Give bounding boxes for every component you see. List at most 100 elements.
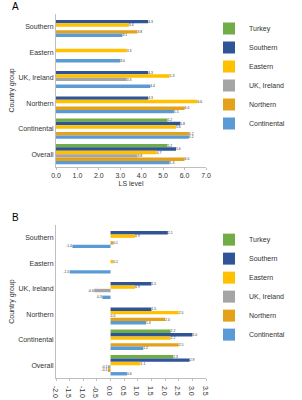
svg-text:1.3: 1.3	[146, 321, 151, 325]
svg-text:2.0: 2.0	[161, 386, 168, 396]
svg-text:0.5: 0.5	[120, 386, 127, 396]
svg-text:1.5: 1.5	[147, 386, 154, 396]
svg-text:5.3: 5.3	[170, 74, 175, 78]
svg-text:1.2: 1.2	[143, 346, 148, 350]
svg-text:6.0: 6.0	[180, 172, 190, 179]
svg-text:5.0: 5.0	[158, 172, 168, 179]
svg-text:0.1: 0.1	[113, 241, 118, 245]
svg-text:-2.0: -2.0	[52, 386, 59, 398]
svg-text:0.1: 0.1	[113, 260, 118, 264]
svg-text:Turkey: Turkey	[249, 236, 271, 244]
svg-text:Southern: Southern	[25, 234, 54, 241]
svg-text:Eastern: Eastern	[29, 260, 53, 267]
svg-text:5.2: 5.2	[167, 118, 172, 122]
svg-text:UK, Ireland: UK, Ireland	[249, 82, 284, 89]
svg-text:Southern: Southern	[249, 255, 278, 262]
svg-text:2.5: 2.5	[179, 311, 184, 315]
svg-text:-0.1: -0.1	[102, 365, 108, 369]
svg-text:3.0: 3.0	[120, 59, 125, 63]
svg-text:3.5: 3.5	[202, 386, 209, 396]
svg-text:3.3: 3.3	[127, 78, 132, 82]
svg-text:5.2: 5.2	[167, 144, 172, 148]
svg-text:B: B	[12, 212, 19, 223]
svg-text:Eastern: Eastern	[249, 63, 273, 70]
svg-text:0.9: 0.9	[135, 285, 140, 289]
svg-text:3.0: 3.0	[115, 172, 125, 179]
svg-text:UK, Ireland: UK, Ireland	[19, 74, 54, 81]
svg-text:0.9: 0.9	[135, 234, 140, 238]
svg-text:4.3: 4.3	[148, 96, 153, 100]
svg-text:-1.5: -1.5	[65, 386, 72, 398]
svg-text:0.0: 0.0	[51, 172, 61, 179]
svg-text:4.7: 4.7	[157, 151, 162, 155]
svg-text:Turkey: Turkey	[249, 25, 271, 33]
svg-text:2.2: 2.2	[171, 329, 176, 333]
svg-text:-0.6: -0.6	[88, 289, 94, 293]
svg-text:UK, Ireland: UK, Ireland	[19, 285, 54, 292]
svg-text:6.0: 6.0	[185, 157, 190, 161]
svg-text:0.0: 0.0	[106, 386, 113, 396]
svg-text:1.0: 1.0	[133, 386, 140, 396]
svg-text:2.2: 2.2	[171, 336, 176, 340]
svg-text:6.0: 6.0	[185, 106, 190, 110]
svg-text:4.4: 4.4	[150, 84, 155, 88]
svg-text:UK, Ireland: UK, Ireland	[249, 293, 284, 300]
svg-text:3.0: 3.0	[188, 386, 195, 396]
svg-text:1.1: 1.1	[141, 362, 146, 366]
svg-text:Country group: Country group	[8, 279, 16, 323]
svg-text:2.3: 2.3	[173, 355, 178, 359]
svg-text:1.5: 1.5	[151, 282, 156, 286]
svg-text:2.1: 2.1	[168, 231, 173, 235]
svg-text:6.2: 6.2	[189, 132, 194, 136]
svg-text:2.5: 2.5	[174, 386, 181, 396]
svg-text:5.5: 5.5	[174, 110, 179, 114]
svg-text:Southern: Southern	[25, 23, 54, 30]
svg-text:Eastern: Eastern	[249, 274, 273, 281]
svg-text:1.0: 1.0	[73, 172, 83, 179]
svg-text:3.8: 3.8	[137, 30, 142, 34]
svg-text:4.0: 4.0	[137, 172, 147, 179]
svg-text:Northern: Northern	[26, 100, 53, 107]
svg-text:5.6: 5.6	[176, 147, 181, 151]
svg-text:1.5: 1.5	[151, 307, 156, 311]
svg-text:A: A	[12, 1, 19, 12]
svg-text:2.5: 2.5	[179, 343, 184, 347]
svg-text:2.9: 2.9	[190, 358, 195, 362]
svg-text:5.3: 5.3	[170, 161, 175, 165]
svg-text:3.1: 3.1	[122, 33, 127, 37]
svg-text:LS level: LS level	[119, 180, 144, 187]
svg-text:7.0: 7.0	[201, 172, 211, 179]
svg-text:3.3: 3.3	[127, 49, 132, 53]
svg-text:2.0: 2.0	[165, 318, 170, 322]
svg-text:4.3: 4.3	[148, 20, 153, 24]
svg-text:Northern: Northern	[249, 101, 276, 108]
svg-text:5.6: 5.6	[176, 125, 181, 129]
svg-text:-0.1: -0.1	[102, 368, 108, 372]
svg-text:3.4: 3.4	[129, 23, 134, 27]
svg-text:-1.4: -1.4	[66, 244, 72, 248]
svg-text:3.8: 3.8	[137, 154, 142, 158]
svg-text:Overall: Overall	[31, 151, 54, 158]
svg-text:Country group: Country group	[8, 68, 16, 112]
svg-text:6.2: 6.2	[189, 135, 194, 139]
svg-text:-1.5: -1.5	[63, 270, 69, 274]
svg-text:4.3: 4.3	[148, 71, 153, 75]
svg-text:Overall: Overall	[31, 362, 54, 369]
svg-text:-1.0: -1.0	[79, 386, 86, 398]
svg-text:Continental: Continental	[249, 331, 285, 338]
svg-text:Continental: Continental	[18, 125, 54, 132]
svg-text:Northern: Northern	[26, 311, 53, 318]
svg-text:Continental: Continental	[18, 336, 54, 343]
svg-text:-0.5: -0.5	[92, 386, 99, 398]
svg-text:-0.3: -0.3	[96, 295, 102, 299]
svg-text:6.6: 6.6	[197, 100, 202, 104]
svg-text:Northern: Northern	[249, 312, 276, 319]
svg-text:3.0: 3.0	[192, 333, 197, 337]
svg-text:Eastern: Eastern	[29, 49, 53, 56]
svg-text:Continental: Continental	[249, 120, 285, 127]
svg-text:0.6: 0.6	[127, 372, 132, 376]
svg-text:2.0: 2.0	[94, 172, 104, 179]
svg-text:0.0: 0.0	[111, 314, 116, 318]
svg-text:5.8: 5.8	[180, 122, 185, 126]
svg-text:Southern: Southern	[249, 44, 278, 51]
